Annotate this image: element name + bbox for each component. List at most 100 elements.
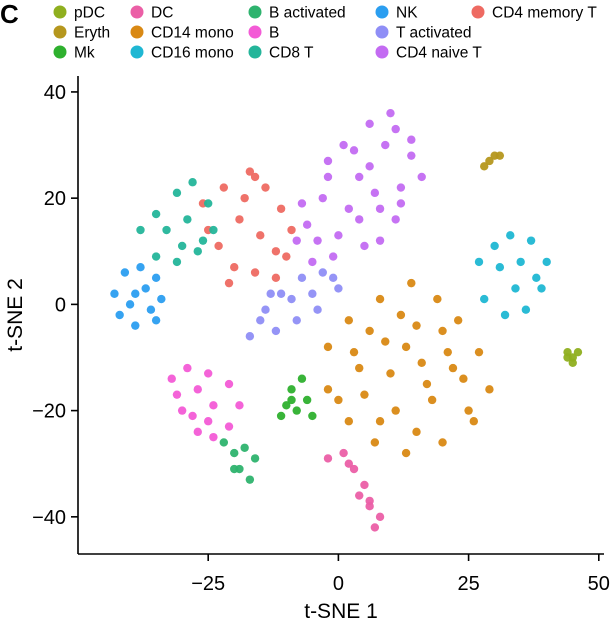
- legend-marker-t-activated: [375, 25, 389, 39]
- point-cd4-memory-t-5: [287, 225, 296, 235]
- point-cd4-memory-t-7: [250, 268, 260, 277]
- point-cd4-naive-t-18: [417, 172, 426, 182]
- y-tick-label-1: −20: [32, 401, 66, 423]
- point-b-1: [183, 363, 192, 373]
- point-t-activated-7: [292, 316, 301, 325]
- point-cd14-mono-26: [438, 326, 447, 336]
- legend-label-nk: NK: [396, 5, 418, 22]
- legend-label-eryth: Eryth: [74, 25, 110, 42]
- point-b-activated-3: [245, 475, 255, 484]
- point-cd4-naive-t-9: [355, 215, 364, 224]
- point-dc-7: [355, 491, 364, 500]
- point-cd16-mono-8: [480, 294, 489, 304]
- point-cd14-mono-16: [412, 321, 421, 330]
- x-tick-label-0: −25: [191, 573, 225, 595]
- point-cd14-mono-21: [360, 390, 369, 399]
- point-cd14-mono-22: [386, 369, 395, 378]
- point-cd14-mono-19: [427, 395, 437, 405]
- point-cd4-memory-t-6: [271, 247, 281, 256]
- point-cd14-mono-0: [323, 342, 333, 352]
- point-cd4-naive-t-17: [407, 135, 416, 144]
- point-t-activated-9: [256, 316, 265, 325]
- point-cd4-naive-t-10: [334, 231, 343, 240]
- point-nk-7: [115, 310, 124, 320]
- series-mk: [276, 374, 317, 421]
- point-b-10: [193, 385, 202, 394]
- scatter-points: [110, 108, 583, 532]
- point-cd14-mono-15: [381, 337, 390, 346]
- point-cd14-mono-34: [401, 342, 411, 352]
- point-cd4-naive-t-2: [344, 204, 354, 213]
- point-cd4-naive-t-11: [313, 236, 322, 245]
- point-cd16-mono-12: [532, 273, 541, 283]
- point-b-activated-1: [230, 448, 239, 458]
- point-cd4-naive-t-4: [381, 140, 390, 150]
- series-cd16-mono: [474, 231, 551, 320]
- point-cd8-t-10: [183, 215, 192, 224]
- legend-label-pdc: pDC: [74, 5, 105, 22]
- point-cd14-mono-18: [459, 374, 468, 383]
- point-cd4-naive-t-23: [292, 236, 301, 245]
- point-cd16-mono-9: [495, 263, 505, 272]
- legend-label-b: B: [269, 25, 279, 42]
- point-b-11: [209, 401, 218, 410]
- point-b-activated-4: [250, 454, 260, 463]
- point-nk-5: [151, 316, 161, 325]
- point-cd16-mono-5: [537, 284, 546, 293]
- y-tick-label-0: −40: [32, 507, 66, 529]
- point-cd14-mono-27: [464, 406, 473, 415]
- point-t-activated-1: [261, 305, 270, 314]
- series-nk: [110, 263, 166, 330]
- point-b-7: [193, 427, 202, 437]
- point-t-activated-3: [297, 273, 307, 283]
- point-cd4-naive-t-27: [396, 199, 406, 208]
- series-cd8-t: [136, 178, 218, 267]
- point-t-activated-4: [318, 268, 327, 277]
- point-cd8-t-8: [151, 252, 161, 261]
- legend-marker-mk: [53, 45, 67, 59]
- x-tick-label-1: 0: [333, 573, 344, 595]
- point-cd4-naive-t-15: [365, 119, 374, 128]
- point-t-activated-2: [276, 289, 286, 298]
- point-mk-4: [302, 395, 312, 405]
- point-nk-8: [131, 289, 140, 298]
- point-t-activated-5: [334, 284, 343, 293]
- point-cd4-naive-t-0: [297, 199, 307, 208]
- point-mk-3: [292, 406, 301, 415]
- point-dc-3: [360, 480, 369, 490]
- point-dc-9: [365, 502, 374, 511]
- point-cd14-mono-1: [344, 316, 354, 325]
- series-b: [167, 363, 244, 442]
- point-dc-8: [344, 459, 354, 468]
- legend: pDC Eryth Mk DC CD14 mono CD16 mono B activate…: [53, 5, 597, 62]
- point-cd14-mono-24: [365, 326, 374, 336]
- point-cd14-mono-20: [391, 406, 400, 415]
- point-mk-1: [287, 385, 296, 394]
- legend-marker-pdc: [53, 5, 67, 19]
- legend-label-dc: DC: [151, 5, 173, 22]
- point-b-2: [203, 369, 213, 378]
- point-mk-2: [297, 374, 307, 383]
- point-cd4-naive-t-22: [308, 257, 317, 267]
- point-cd4-naive-t-19: [391, 215, 400, 224]
- point-cd8-t-5: [209, 225, 218, 235]
- legend-marker-cd16-mono: [130, 45, 144, 59]
- legend-marker-cd4-naive-t: [375, 45, 389, 59]
- point-cd14-mono-28: [412, 427, 421, 437]
- point-t-activated-13: [266, 289, 275, 298]
- point-cd14-mono-7: [485, 385, 494, 394]
- point-b-4: [235, 401, 244, 410]
- point-dc-1: [339, 448, 348, 458]
- point-cd4-naive-t-14: [349, 146, 359, 155]
- point-cd4-memory-t-12: [256, 231, 265, 240]
- point-cd14-mono-14: [355, 363, 364, 373]
- series-cd4-naive-t: [292, 108, 426, 267]
- point-cd16-mono-11: [511, 284, 520, 293]
- point-cd4-naive-t-8: [375, 204, 385, 213]
- legend-marker-nk: [375, 5, 389, 19]
- y-tick-label-3: 20: [44, 188, 66, 210]
- point-cd8-t-6: [193, 247, 202, 256]
- legend-marker-cd14-mono: [130, 25, 144, 39]
- point-cd4-naive-t-13: [323, 172, 333, 182]
